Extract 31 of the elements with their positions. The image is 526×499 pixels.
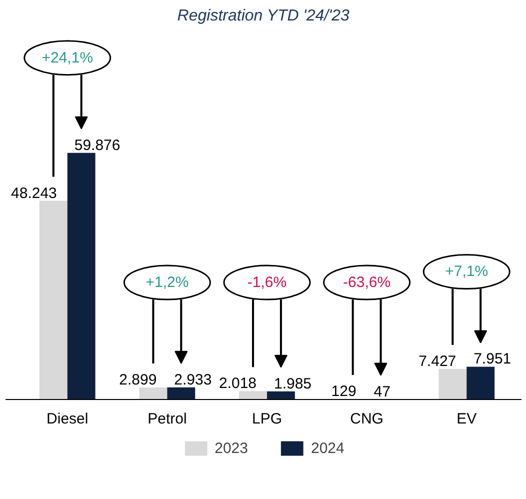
data-label: 1.985 [274,375,312,392]
data-label: 2.899 [119,372,157,389]
x-tick-label: Petrol [148,410,187,428]
bar [266,391,295,400]
data-label: 48.243 [11,184,57,202]
bar [167,387,196,400]
data-label: 47 [374,383,390,400]
bar [39,200,68,400]
annotation: -1,6% [247,274,287,291]
annotation: -63,6% [343,274,391,291]
bar [239,391,267,400]
annotation: +7,1% [445,263,488,280]
bar [438,368,467,400]
x-tick-label: Diesel [46,410,88,428]
legend-label: 2024 [311,440,344,456]
x-tick-label: CNG [350,410,384,428]
annotation: +1,2% [146,274,189,291]
data-label: 7.951 [474,350,512,368]
data-label: 59.876 [74,136,120,154]
legend-label: 2023 [214,440,248,456]
bar [67,152,96,400]
chart-title: Registration YTD '24/'23 [177,8,350,24]
bar [139,388,168,400]
bar [466,366,495,400]
x-tick-label: EV [456,410,477,428]
data-label: 2.018 [218,375,257,392]
data-label: 7.427 [418,352,456,370]
data-label: 2.933 [174,371,212,388]
text: +24,1% [42,49,94,66]
x-tick-label: LPG [252,410,282,428]
data-label: 129 [331,382,356,400]
